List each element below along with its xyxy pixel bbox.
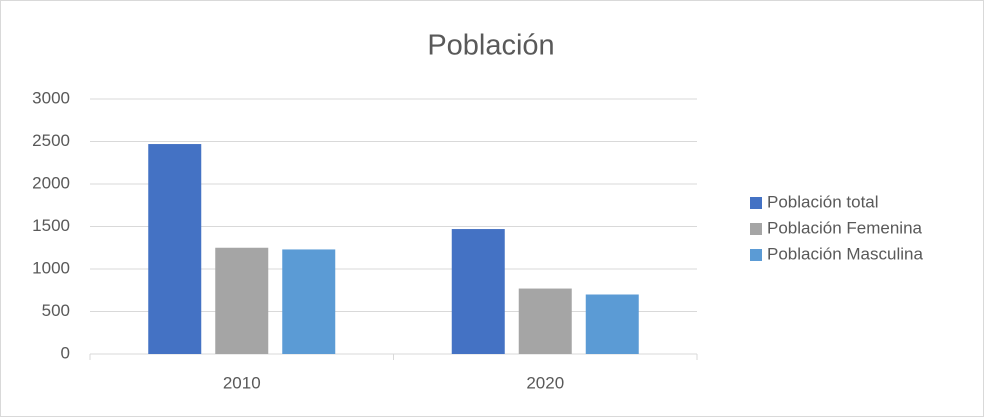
legend-swatch: [750, 223, 762, 235]
legend-swatch: [750, 249, 762, 261]
y-tick-label: 1500: [32, 216, 70, 235]
legend-label: Población total: [767, 192, 879, 211]
legend-label: Población Femenina: [767, 218, 923, 237]
bar: [451, 229, 505, 354]
legend-swatch: [750, 197, 762, 209]
chart-title: Población: [427, 30, 554, 62]
bar: [585, 294, 639, 354]
bar: [215, 247, 269, 354]
y-tick-label: 3000: [32, 88, 70, 107]
y-tick-label: 2000: [32, 173, 70, 192]
x-tick-label: 2020: [526, 373, 564, 392]
y-tick-label: 2500: [32, 131, 70, 150]
bar: [148, 144, 202, 354]
y-tick-label: 1000: [32, 258, 70, 277]
y-tick-label: 500: [42, 301, 70, 320]
x-tick-label: 2010: [223, 373, 261, 392]
bar: [282, 249, 336, 354]
y-tick-label: 0: [61, 343, 70, 362]
legend-label: Población Masculina: [767, 244, 923, 263]
bar: [518, 288, 572, 354]
